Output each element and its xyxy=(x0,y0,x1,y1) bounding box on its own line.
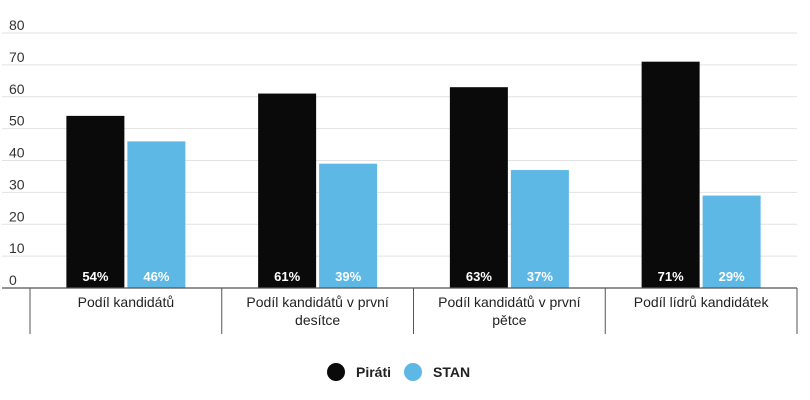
bar xyxy=(449,87,508,288)
bar xyxy=(702,195,761,288)
x-tick-label-line: pětce xyxy=(492,312,526,328)
x-tick-label: Podíl kandidátů xyxy=(78,294,175,310)
data-label: 71% xyxy=(658,269,684,284)
legend-marker xyxy=(404,363,422,381)
legend-marker xyxy=(327,363,345,381)
bar xyxy=(510,170,569,288)
data-label: 37% xyxy=(527,269,553,284)
x-tick-label-line: Podíl kandidátů xyxy=(78,294,175,310)
y-tick-label: 60 xyxy=(9,81,25,97)
y-tick-label: 40 xyxy=(9,145,25,161)
data-label: 46% xyxy=(143,269,169,284)
y-tick-label: 80 xyxy=(9,17,25,33)
bars xyxy=(66,61,761,288)
y-tick-label: 50 xyxy=(9,113,25,129)
y-tick-label: 0 xyxy=(9,272,17,288)
bar xyxy=(319,163,378,288)
bar xyxy=(641,61,700,288)
data-labels: 54% 46% 61% 39% 63% 37% 71% 29% xyxy=(82,269,745,284)
x-tick-label: Podíl lídrů kandidátek xyxy=(634,294,770,310)
data-label: 29% xyxy=(719,269,745,284)
data-label: 39% xyxy=(335,269,361,284)
x-axis: Podíl kandidátů Podíl kandidátů v první de… xyxy=(2,287,798,334)
data-label: 63% xyxy=(466,269,492,284)
x-tick-label-line: desítce xyxy=(295,312,340,328)
bar xyxy=(258,93,317,288)
y-axis-ticks: 0 10 20 30 40 50 60 70 80 xyxy=(9,17,25,288)
y-tick-label: 10 xyxy=(9,240,25,256)
x-tick-label: Podíl kandidátů v první desítce xyxy=(246,294,389,328)
bar xyxy=(127,141,186,288)
legend-label: STAN xyxy=(433,364,470,380)
legend: Piráti STAN xyxy=(327,363,470,381)
data-label: 54% xyxy=(82,269,108,284)
x-tick-label-line: Podíl kandidátů v první xyxy=(438,294,581,310)
legend-label: Piráti xyxy=(356,364,391,380)
x-tick-label-line: Podíl kandidátů v první xyxy=(246,294,389,310)
data-label: 61% xyxy=(274,269,300,284)
bar xyxy=(66,115,125,288)
x-tick-label-line: Podíl lídrů kandidátek xyxy=(634,294,770,310)
y-tick-label: 70 xyxy=(9,49,25,65)
y-tick-label: 20 xyxy=(9,208,25,224)
x-tick-label: Podíl kandidátů v první pětce xyxy=(438,294,581,328)
y-tick-label: 30 xyxy=(9,176,25,192)
